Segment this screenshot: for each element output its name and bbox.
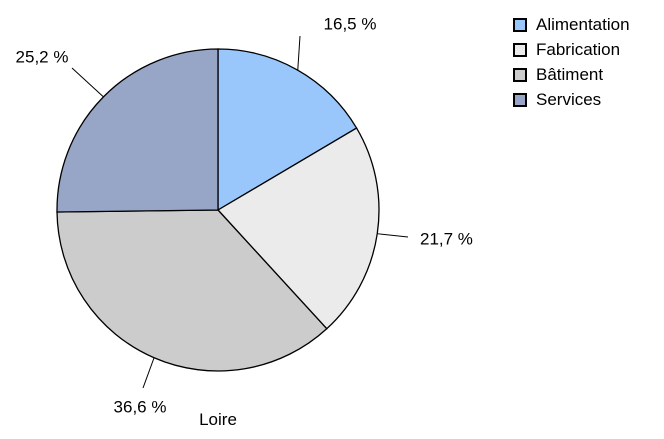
data-label-fabrication: 21,7 % <box>420 229 473 248</box>
data-label-batiment: 36,6 % <box>114 397 167 416</box>
chart-caption: Loire <box>199 410 237 429</box>
legend-item-batiment: Bâtiment <box>513 62 630 87</box>
data-label-services: 25,2 % <box>16 47 69 66</box>
legend-swatch-alimentation <box>513 17 527 32</box>
legend-item-alimentation: Alimentation <box>513 12 630 37</box>
chart-legend: Alimentation Fabrication Bâtiment Servic… <box>513 12 630 112</box>
legend-label-alimentation: Alimentation <box>536 14 630 34</box>
legend-item-services: Services <box>513 87 630 112</box>
legend-label-fabrication: Fabrication <box>536 39 621 59</box>
legend-swatch-services <box>513 92 527 107</box>
pie-slice-fabrication <box>216 127 380 330</box>
legend-label-batiment: Bâtiment <box>536 64 604 84</box>
legend-item-fabrication: Fabrication <box>513 37 630 62</box>
legend-swatch-fabrication <box>513 42 527 57</box>
legend-label-services: Services <box>536 89 602 109</box>
legend-swatch-batiment <box>513 67 527 82</box>
leader-line-services <box>71 67 104 98</box>
data-label-alimentation: 16,5 % <box>324 14 377 33</box>
leader-line-alimentation <box>297 35 301 71</box>
pie-slice-services <box>56 48 219 213</box>
leader-line-fabrication <box>377 233 409 238</box>
leader-line-batiment <box>142 357 155 389</box>
